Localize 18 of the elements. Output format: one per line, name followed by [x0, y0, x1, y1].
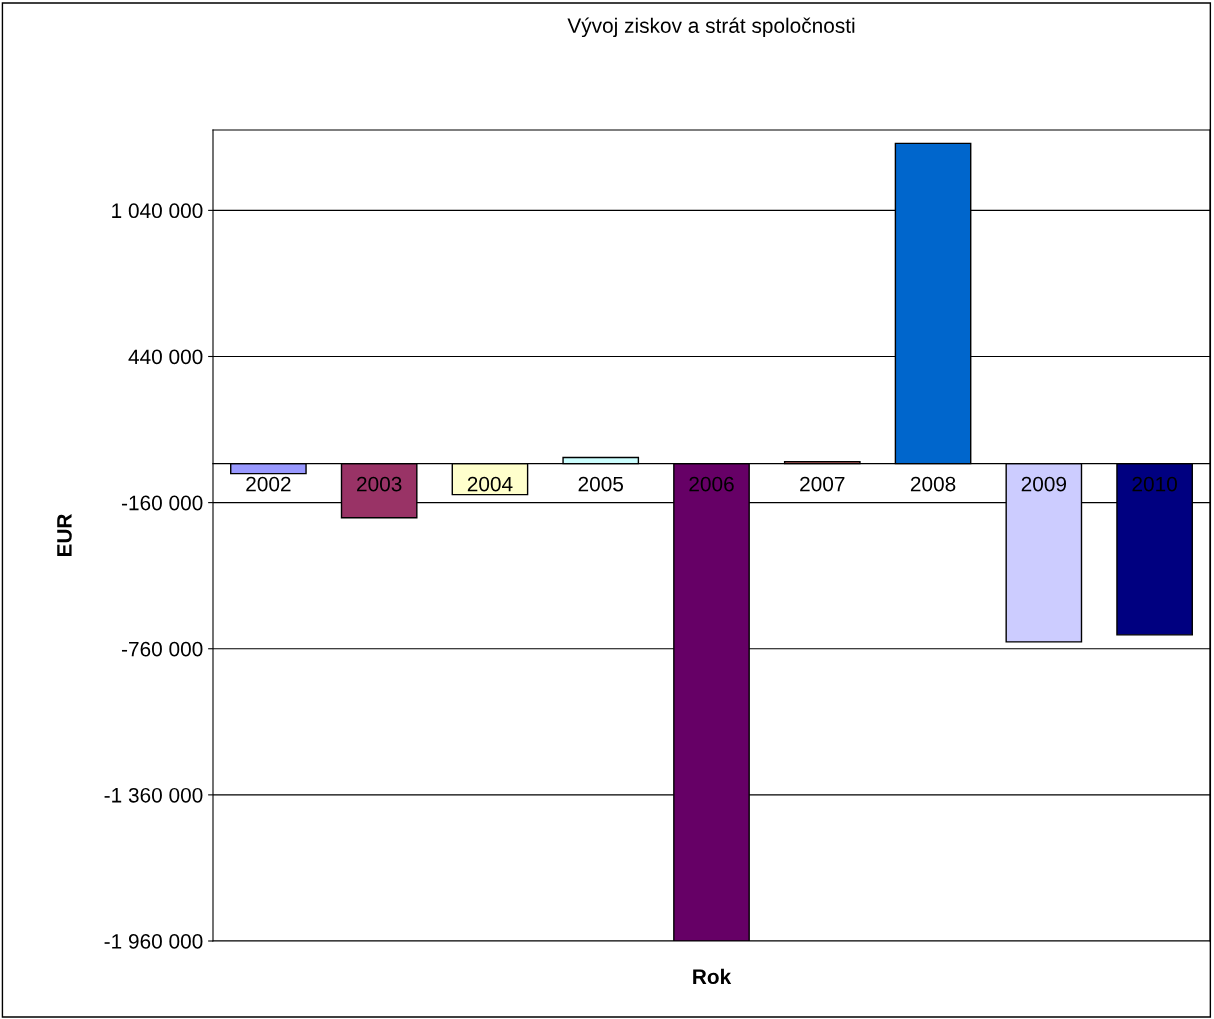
x-tick-label: 2006 [689, 476, 734, 492]
y-tick-label: -760 000 [121, 641, 203, 657]
x-tick-label: 2007 [800, 476, 845, 492]
x-tick-label: 2008 [910, 476, 956, 492]
x-tick-label: 2005 [578, 476, 624, 492]
x-tick-label: 2003 [357, 476, 402, 492]
y-tick-label: 1 040 000 [112, 203, 203, 219]
x-tick-label: 2004 [467, 476, 513, 492]
chart-title: Vývoj ziskov a strát spoločnosti [567, 17, 855, 38]
y-tick-label: 440 000 [128, 349, 203, 365]
x-axis-title: Rok [693, 968, 732, 985]
y-tick-label: -1 960 000 [104, 934, 203, 949]
y-axis-title: EUR [57, 513, 72, 557]
y-tick-label: -160 000 [121, 495, 203, 511]
x-tick-label: 2010 [1132, 476, 1177, 492]
x-tick-label: 2002 [246, 476, 291, 492]
y-tick-label: -1 360 000 [104, 787, 203, 803]
x-tick-label: 2009 [1021, 476, 1067, 492]
